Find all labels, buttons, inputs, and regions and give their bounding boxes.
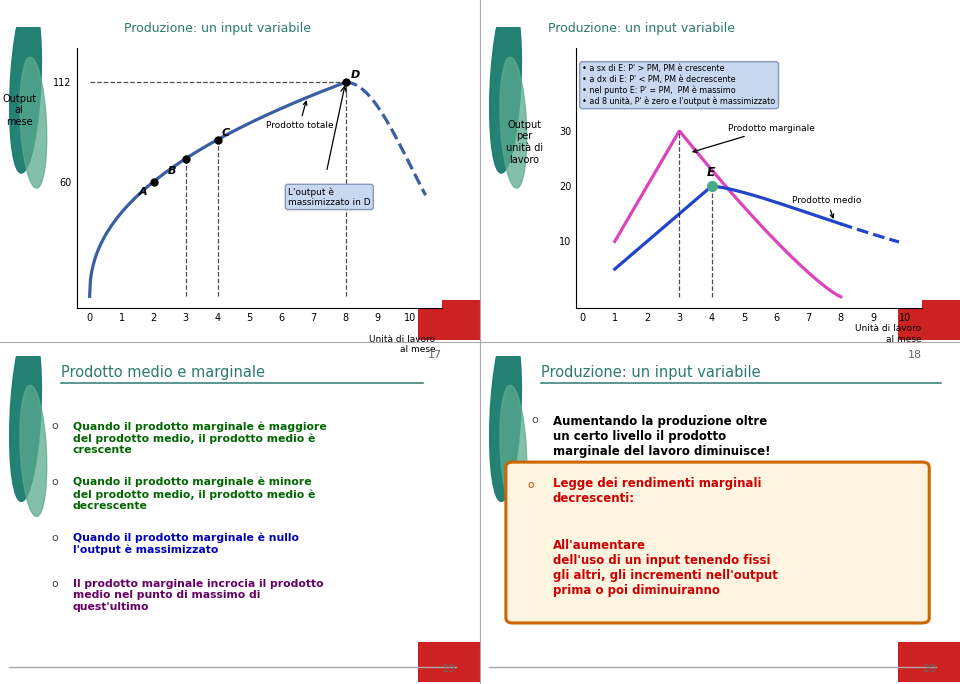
Point xyxy=(116,290,128,298)
Text: Output
per
unità di
lavoro: Output per unità di lavoro xyxy=(506,120,543,165)
Point xyxy=(88,290,100,298)
Text: E: E xyxy=(707,166,715,179)
Text: 20: 20 xyxy=(923,664,936,674)
Text: Quando il prodotto marginale è maggiore
del prodotto medio, il prodotto medio è
: Quando il prodotto marginale è maggiore … xyxy=(73,421,326,456)
Wedge shape xyxy=(386,280,480,340)
Text: 17: 17 xyxy=(427,350,442,360)
Text: Output
al
mese: Output al mese xyxy=(2,94,36,127)
Text: Aumentando la produzione oltre
un certo livello il prodotto
marginale del lavoro: Aumentando la produzione oltre un certo … xyxy=(553,415,771,458)
Text: Legge dei rendimenti marginali
decrescenti:: Legge dei rendimenti marginali decrescen… xyxy=(553,477,761,505)
Text: Prodotto medio e marginale: Prodotto medio e marginale xyxy=(61,365,265,380)
Point xyxy=(56,379,67,387)
Text: D: D xyxy=(350,70,360,81)
Ellipse shape xyxy=(490,0,521,173)
Point xyxy=(609,287,620,295)
Ellipse shape xyxy=(20,385,47,516)
Text: o: o xyxy=(527,480,534,490)
Wedge shape xyxy=(867,622,960,682)
Text: Quando il prodotto marginale è minore
del prodotto medio, il prodotto medio è
de: Quando il prodotto marginale è minore de… xyxy=(73,477,315,511)
Text: 18: 18 xyxy=(907,350,922,360)
Ellipse shape xyxy=(20,57,47,188)
Point xyxy=(574,287,586,295)
Text: Unità di lavoro
al mese: Unità di lavoro al mese xyxy=(369,334,435,354)
Text: o: o xyxy=(52,421,59,431)
Text: Il prodotto marginale incrocia il prodotto
medio nel punto di massimo di
quest'u: Il prodotto marginale incrocia il prodot… xyxy=(73,579,324,612)
Text: Prodotto marginale: Prodotto marginale xyxy=(693,124,815,153)
Text: o: o xyxy=(52,533,59,542)
Wedge shape xyxy=(386,622,480,682)
Text: • a sx di E: P' > PM, PM è crescente
• a dx di E: P' < PM, PM è decrescente
• ne: • a sx di E: P' > PM, PM è crescente • a… xyxy=(583,64,776,106)
Text: Produzione: un input variabile: Produzione: un input variabile xyxy=(124,22,311,35)
Wedge shape xyxy=(867,280,960,340)
Ellipse shape xyxy=(10,325,41,501)
Text: o: o xyxy=(532,415,539,425)
FancyBboxPatch shape xyxy=(506,462,929,623)
Text: Prodotto medio: Prodotto medio xyxy=(792,196,862,218)
Text: o: o xyxy=(52,579,59,589)
Text: 19: 19 xyxy=(443,664,456,674)
Point xyxy=(418,379,429,387)
Ellipse shape xyxy=(500,57,527,188)
Text: Produzione: un input variabile: Produzione: un input variabile xyxy=(548,22,735,35)
Text: B: B xyxy=(168,166,177,176)
Text: L'output è
massimizzato in D: L'output è massimizzato in D xyxy=(288,187,371,207)
Text: o: o xyxy=(52,477,59,487)
Ellipse shape xyxy=(10,0,41,173)
Text: All'aumentare
dell'uso di un input tenendo fissi
gli altri, gli incrementi nell': All'aumentare dell'uso di un input tenen… xyxy=(553,539,778,597)
Text: C: C xyxy=(222,128,229,137)
Ellipse shape xyxy=(490,325,521,501)
Text: A: A xyxy=(139,187,148,197)
Text: Quando il prodotto marginale è nullo
l'output è massimizzato: Quando il prodotto marginale è nullo l'o… xyxy=(73,533,299,555)
Text: Unità di lavoro
al mese: Unità di lavoro al mese xyxy=(855,324,922,344)
Text: Produzione: un input variabile: Produzione: un input variabile xyxy=(541,365,760,380)
Ellipse shape xyxy=(500,385,527,516)
Text: Prodotto totale: Prodotto totale xyxy=(266,101,333,130)
